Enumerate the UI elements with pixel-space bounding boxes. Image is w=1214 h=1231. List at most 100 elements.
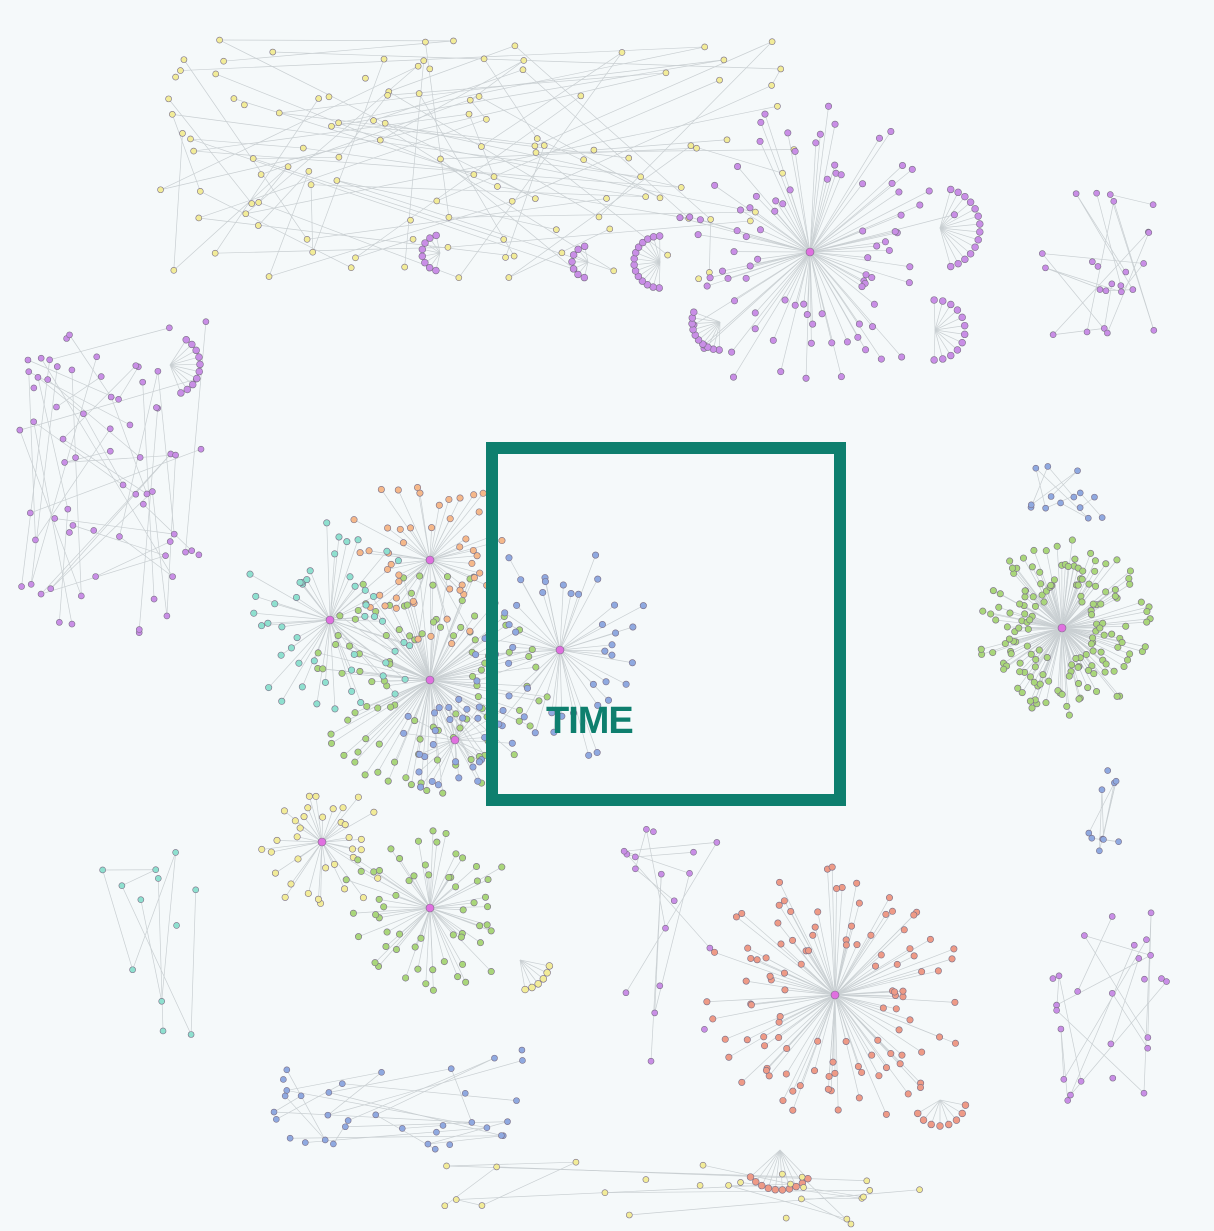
graph-node xyxy=(651,1009,659,1017)
graph-node xyxy=(307,181,315,189)
graph-node xyxy=(454,973,462,981)
graph-node xyxy=(287,880,295,888)
graph-edge xyxy=(629,1189,920,1216)
graph-node xyxy=(135,626,143,633)
graph-edge xyxy=(450,1068,473,1123)
graph-edge xyxy=(245,105,778,215)
graph-node xyxy=(825,102,833,110)
graph-edge xyxy=(40,453,171,595)
graph-edge xyxy=(429,907,463,965)
graph-node xyxy=(166,538,174,545)
graph-node xyxy=(532,195,539,202)
graph-edge xyxy=(425,864,431,909)
graph-node xyxy=(469,672,477,680)
graph-node xyxy=(590,146,598,154)
graph-edge xyxy=(418,739,456,773)
graph-edge xyxy=(1061,627,1120,697)
graph-node xyxy=(220,57,227,65)
graph-edge xyxy=(834,994,922,1053)
graph-edge xyxy=(534,41,773,147)
graph-node xyxy=(1058,690,1066,698)
graph-node xyxy=(107,393,115,401)
graph-edge xyxy=(429,907,463,934)
graph-node xyxy=(283,1066,291,1074)
graph-node xyxy=(995,603,1003,611)
graph-node xyxy=(1083,328,1091,336)
graph-node xyxy=(1104,329,1111,337)
graph-node xyxy=(139,378,147,386)
graph-node xyxy=(520,57,528,64)
graph-edge xyxy=(321,838,362,843)
graph-edge xyxy=(454,699,460,741)
graph-node xyxy=(1057,499,1064,507)
graph-node xyxy=(1088,611,1096,619)
graph-edge xyxy=(429,559,471,632)
graph-node xyxy=(437,155,444,163)
graph-node xyxy=(701,43,708,51)
graph-edge xyxy=(214,98,319,254)
graph-node xyxy=(528,983,536,992)
graph-edge xyxy=(353,907,431,914)
graph-node xyxy=(97,373,105,380)
graph-edge xyxy=(1088,782,1115,834)
graph-edge xyxy=(763,994,836,1038)
graph-edge xyxy=(357,679,431,753)
graph-edge xyxy=(329,619,336,709)
graph-edge xyxy=(698,321,721,341)
graph-node xyxy=(807,339,815,347)
graph-edge xyxy=(809,174,842,253)
graph-nodes xyxy=(16,36,1170,1228)
graph-edge xyxy=(750,1149,781,1178)
graph-node xyxy=(313,700,321,708)
graph-edge xyxy=(642,242,661,263)
graph-node xyxy=(476,569,484,577)
graph-node xyxy=(327,739,335,747)
graph-node xyxy=(348,687,356,695)
graph-edge xyxy=(834,965,876,996)
graph-node xyxy=(418,630,426,638)
graph-edge xyxy=(1061,614,1092,629)
graph-edge xyxy=(358,907,431,937)
graph-node xyxy=(703,282,711,290)
graph-node xyxy=(1070,493,1078,501)
graph-node xyxy=(1144,1044,1151,1052)
graph-node xyxy=(387,560,395,568)
graph-node xyxy=(577,92,585,100)
graph-node xyxy=(295,659,303,667)
graph-node xyxy=(471,612,479,620)
graph-node xyxy=(1038,250,1046,257)
graph-node xyxy=(1113,556,1121,564)
graph-node xyxy=(626,1211,633,1219)
graph-edge xyxy=(429,652,473,681)
graph-edge xyxy=(1107,232,1150,334)
graph-node xyxy=(439,1122,447,1129)
graph-node xyxy=(885,246,893,254)
graph-edge xyxy=(834,994,887,1115)
graph-node xyxy=(523,684,531,692)
graph-node xyxy=(375,740,383,748)
graph-edge xyxy=(1070,981,1167,1096)
graph-edge xyxy=(33,421,73,625)
graph-node xyxy=(459,854,467,862)
graph-node xyxy=(625,154,633,162)
graph-node xyxy=(361,612,369,620)
graph-edge xyxy=(834,994,873,1056)
graph-edge xyxy=(454,739,480,763)
graph-edge xyxy=(1061,627,1118,697)
graph-edge xyxy=(1054,579,1063,629)
graph-node xyxy=(792,1182,800,1191)
graph-edge xyxy=(424,739,456,757)
graph-edge xyxy=(1056,1010,1145,1094)
graph-node xyxy=(1049,975,1057,982)
graph-edge xyxy=(28,371,36,540)
graph-node xyxy=(375,895,383,903)
graph-node xyxy=(429,986,437,994)
graph-node xyxy=(540,142,548,149)
graph-edge xyxy=(559,649,599,706)
graph-edge xyxy=(295,820,323,843)
graph-edge xyxy=(702,321,721,345)
graph-edge xyxy=(755,251,811,314)
graph-node xyxy=(974,236,982,244)
graph-edge xyxy=(383,906,431,909)
graph-node xyxy=(286,1134,294,1142)
